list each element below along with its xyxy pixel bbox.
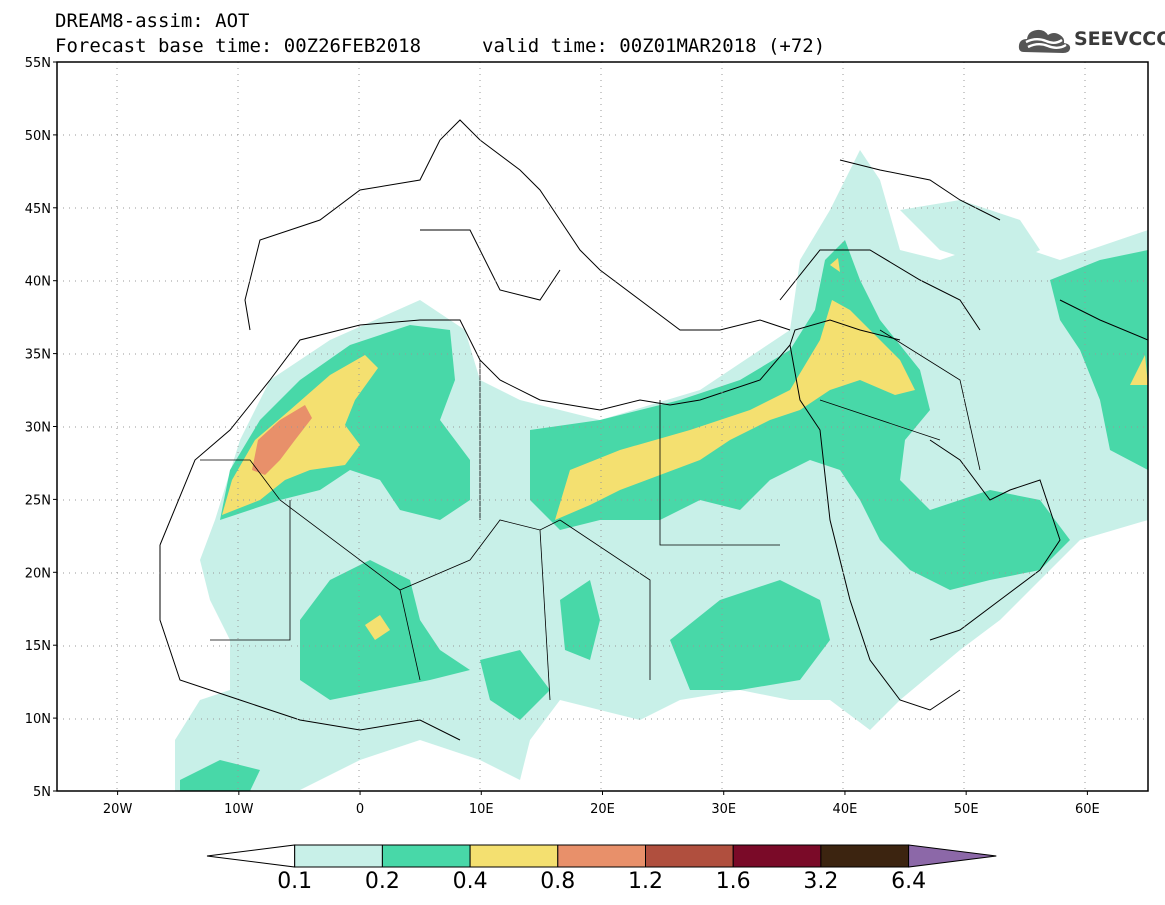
lon-label: 20W [103,802,133,817]
colorbar-level-label: 0.2 [364,869,400,894]
lat-label: 50N [25,129,51,144]
lon-label: 20E [590,802,615,817]
lat-label: 30N [25,421,51,436]
colorbar-box [645,844,734,868]
longitude-labels: 20W 10W 0 10E 20E 30E 40E 50E 60E [103,791,1100,817]
colorbar-box [381,844,471,868]
lon-label: 40E [833,802,858,817]
lon-label: 30E [711,802,736,817]
colorbar-level-label: 0.8 [540,869,576,894]
colorbar-box [732,844,822,868]
lat-label: 35N [25,348,51,363]
lat-label: 55N [25,56,51,71]
colorbar-under-triangle [206,844,296,868]
lon-label: 50E [954,802,979,817]
colorbar-level-label: 0.1 [277,869,313,894]
lon-label: 10E [469,802,494,817]
colorbar-level-label: 1.2 [628,869,663,894]
colorbar-box [469,844,559,868]
forecast-base-time: Forecast base time: 00Z26FEB2018 [55,35,422,57]
lat-label: 40N [25,275,51,290]
colorbar-level-label: 0.4 [452,869,488,894]
aot-level-0-8 [252,405,312,475]
colorbar-box [820,844,910,868]
product-title: DREAM8-assim: AOT [55,10,250,32]
lat-label: 10N [25,712,51,727]
colorbar-level-label: 3.2 [803,869,839,894]
latitude-labels: 55N 50N 45N 40N 35N 30N 25N 20N 15N 10N 5N [25,56,57,800]
valid-time: valid time: 00Z01MAR2018 (+72) [482,35,826,57]
lon-label: 10W [224,802,254,817]
lon-label: 0 [356,802,364,817]
lat-label: 15N [25,639,51,654]
lat-label: 5N [33,785,51,800]
coastlines [159,119,1148,741]
cloud-icon [1018,29,1071,53]
lon-label: 60E [1075,802,1100,817]
lat-label: 25N [25,493,51,508]
logo-text: SEEVCCC [1074,28,1165,50]
colorbar-over-triangle [908,844,997,868]
country-borders [200,329,981,701]
colorbar-level-label: 6.4 [891,869,927,894]
colorbar-box [557,844,646,868]
colorbar [206,844,997,868]
lat-label: 45N [25,202,51,217]
seevccc-logo: SEEVCCC [1018,24,1165,56]
colorbar-level-label: 1.6 [715,869,751,894]
aot-field [175,150,1148,791]
lat-label: 20N [25,566,51,581]
colorbar-box [294,844,383,868]
